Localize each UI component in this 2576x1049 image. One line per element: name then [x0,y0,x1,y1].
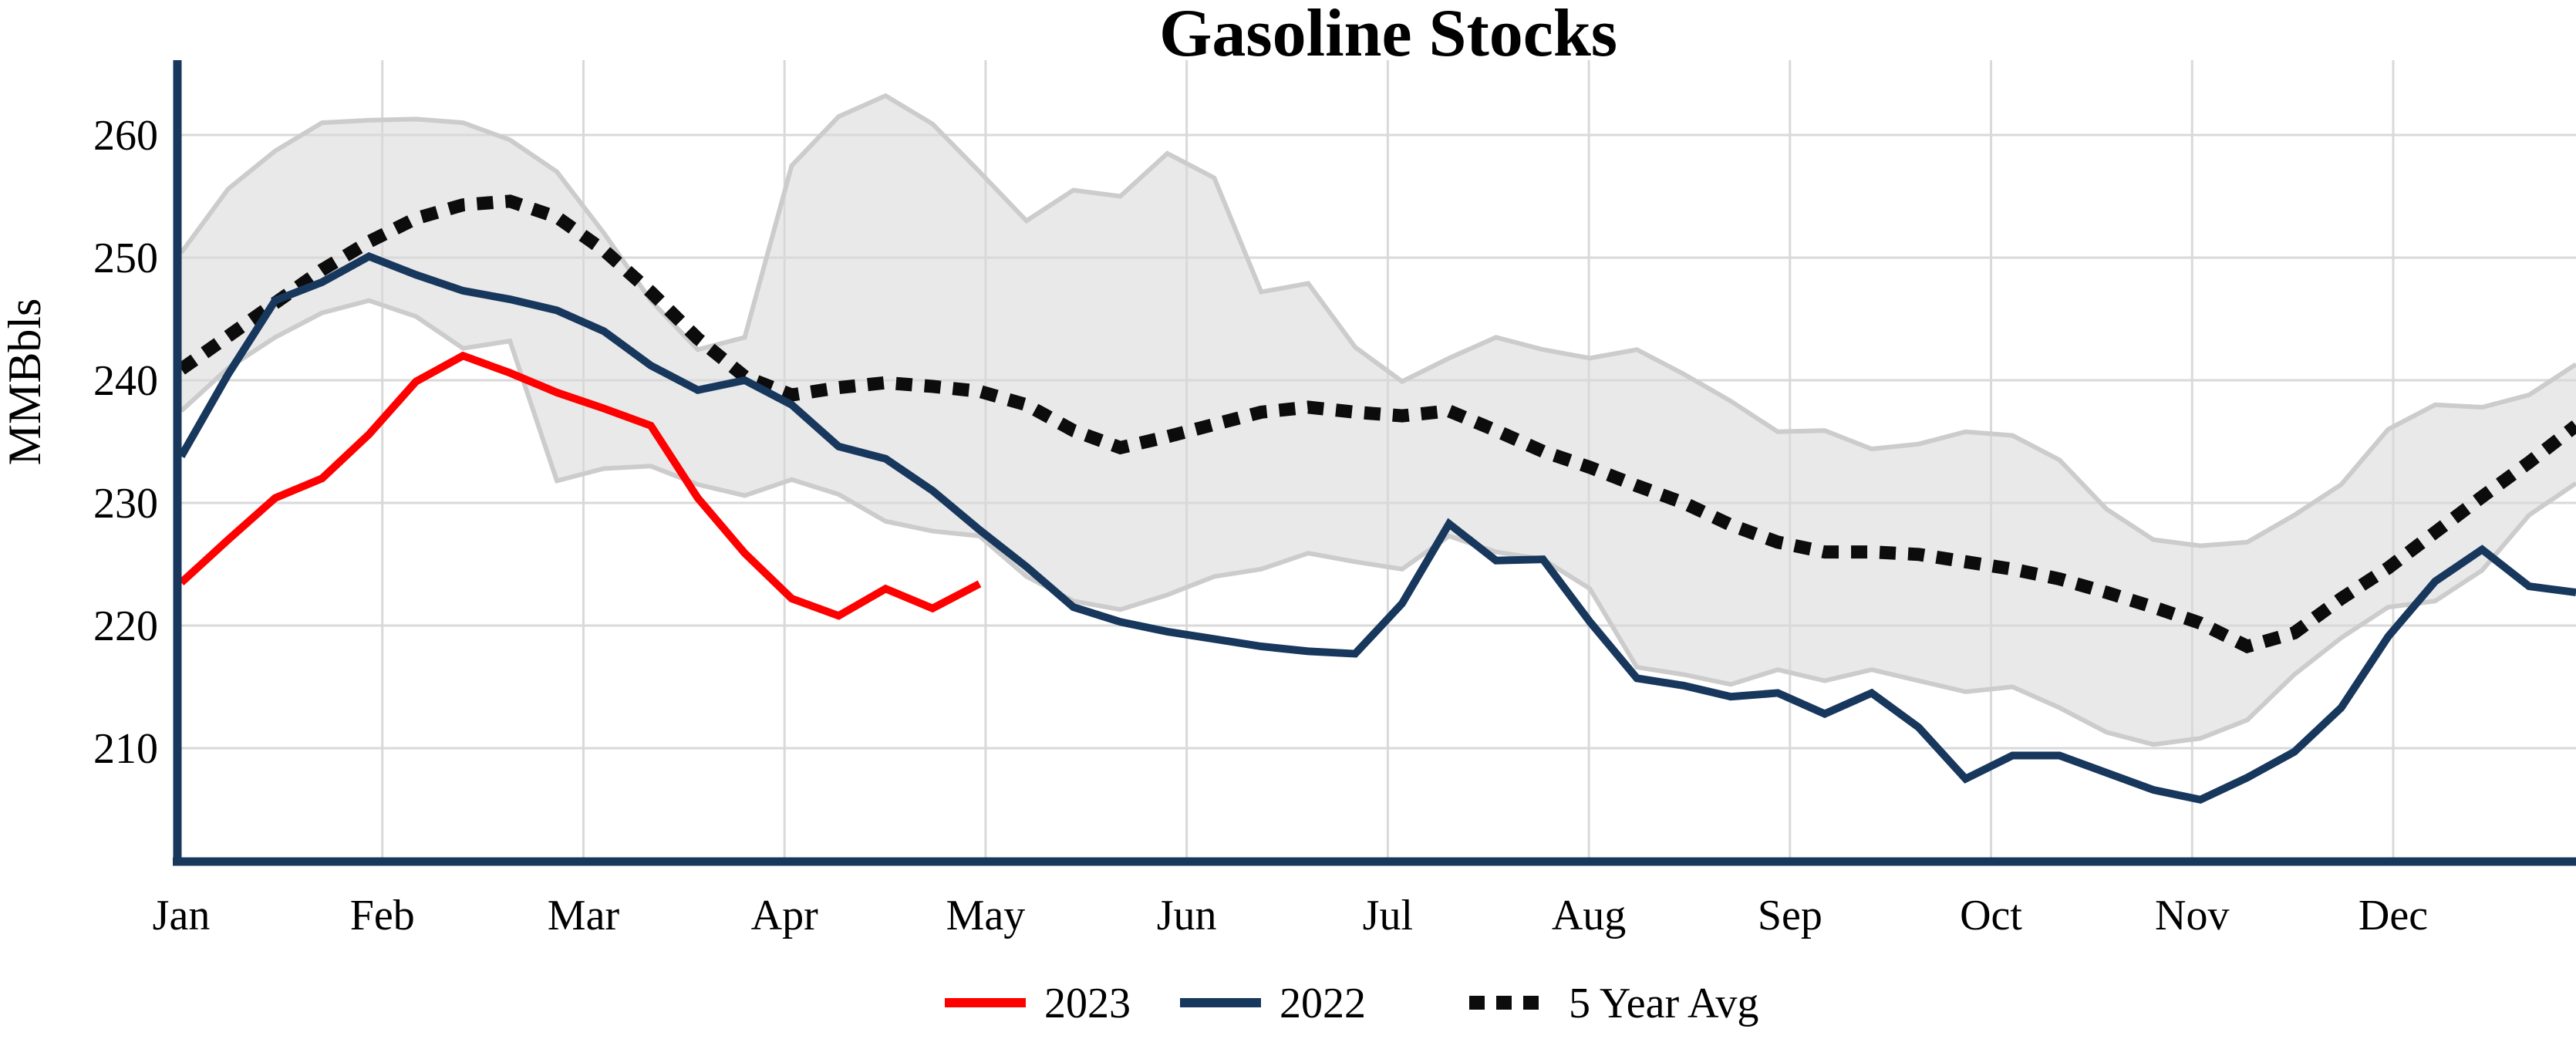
band-upper-outline [179,93,2576,548]
x-tick-label-oct: Oct [1960,892,2022,939]
x-tick-label-jun: Jun [1157,892,1217,939]
x-tick-label-sep: Sep [1758,892,1822,939]
x-tick-label-apr: Apr [751,892,818,939]
legend: 2023 2022 5 Year Avg [945,980,1758,1027]
x-tick-label-feb: Feb [350,892,415,939]
chart-title: Gasoline Stocks [1159,0,1617,71]
five-year-range-outline [179,93,2576,747]
x-tick-label-jul: Jul [1363,892,1413,939]
band-lower-outline [179,298,2576,747]
legend-label-2023: 2023 [1044,980,1131,1027]
x-tick-label-nov: Nov [2155,892,2229,939]
y-tick-label-210: 210 [93,725,158,773]
series-2023-line [178,351,982,620]
data-series [177,194,2576,804]
series-2022-line [177,251,2576,804]
series-5-year-avg-line [177,194,2576,654]
x-tick-label-may: May [946,892,1026,939]
x-axis-tick-labels: Jan Feb Mar Apr May Jun Jul Aug Sep Oct Nov Dec [153,892,2428,939]
y-tick-label-220: 220 [93,602,158,650]
x-tick-label-jan: Jan [153,892,211,939]
x-tick-label-dec: Dec [2359,892,2428,939]
axes [173,60,2576,866]
legend-label-2022: 2022 [1280,980,1366,1027]
gridlines [177,60,2576,858]
y-axis-tick-labels: 210 220 230 240 250 260 [93,112,158,773]
x-tick-label-mar: Mar [548,892,620,939]
x-tick-label-aug: Aug [1552,892,1626,939]
y-axis-label: MMBbls [0,299,50,466]
legend-label-5-year-avg: 5 Year Avg [1569,980,1758,1027]
y-tick-label-260: 260 [93,112,158,160]
y-tick-label-230: 230 [93,480,158,528]
y-tick-label-250: 250 [93,234,158,282]
y-tick-label-240: 240 [93,357,158,405]
